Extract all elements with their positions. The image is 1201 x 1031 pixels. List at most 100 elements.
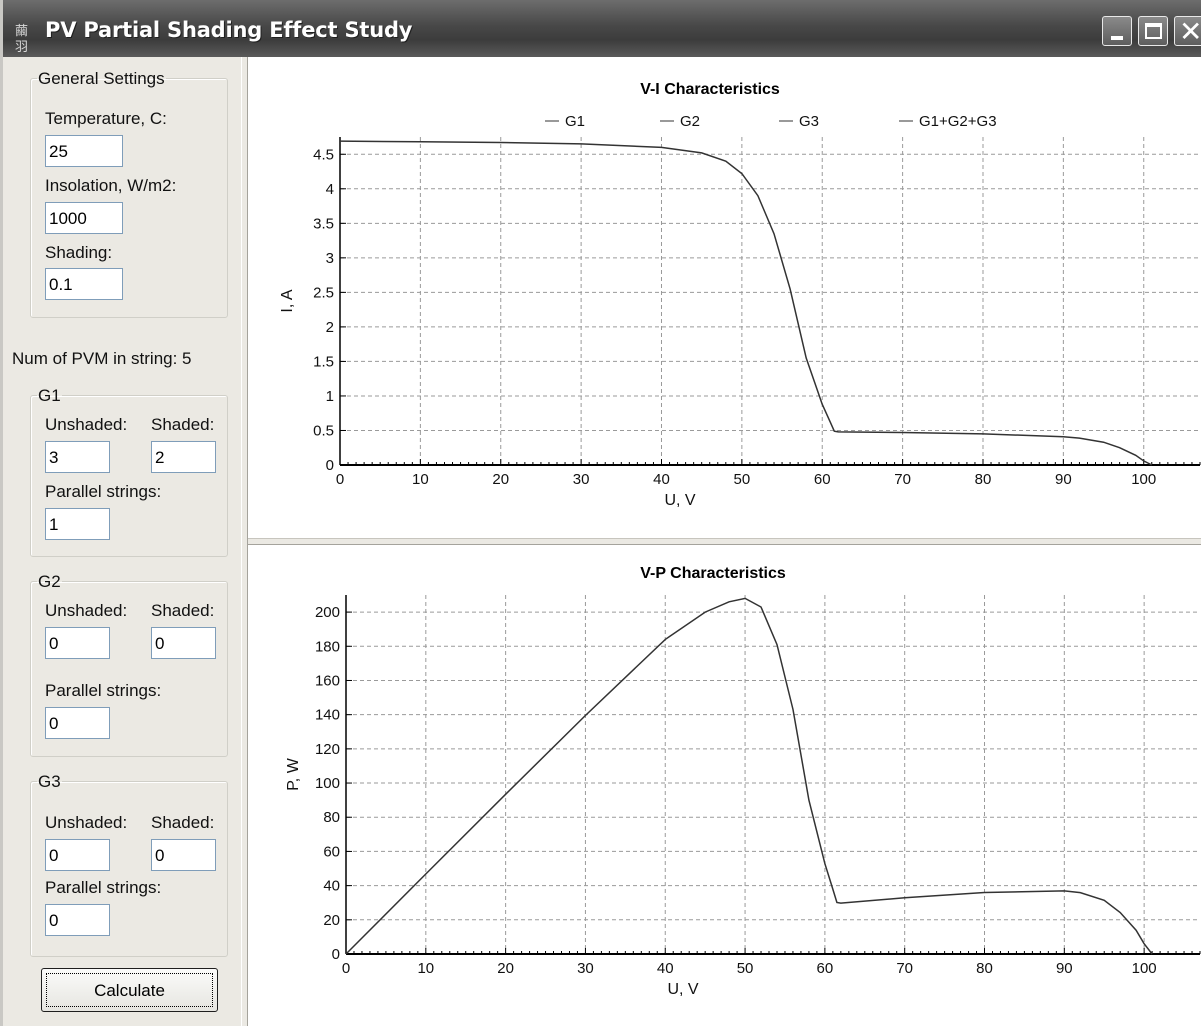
calculate-button-label: Calculate (94, 981, 165, 1000)
g1-group: G1 (30, 387, 228, 557)
g1-parallel-label: Parallel strings: (45, 482, 162, 501)
tick-label-x: 40 (653, 471, 670, 488)
g1-shaded-label: Shaded: (151, 415, 215, 434)
app-icon[interactable]: 繭羽 (15, 24, 29, 55)
tick-label-y: 0.5 (313, 422, 334, 439)
minimize-icon (1111, 36, 1123, 40)
legend-entry: G1+G2+G3 (919, 113, 997, 130)
tick-label-x: 20 (492, 471, 509, 488)
g3-shaded-input[interactable]: 0 (151, 839, 216, 871)
insolation-label: Insolation, W/m2: (45, 176, 177, 195)
tick-label-x: 0 (342, 960, 350, 977)
maximize-icon (1145, 23, 1162, 39)
series-line (339, 140, 1153, 466)
g2-parallel-input[interactable]: 0 (45, 707, 110, 739)
vi-chart-panel: V-I Characteristics G1 G2 G3 G1+G2+G3 0 10 20 30… (248, 57, 1201, 538)
temperature-input[interactable]: 25 (45, 135, 123, 167)
tick-label-y: 1 (326, 388, 334, 405)
tick-label-x: 90 (1055, 471, 1072, 488)
settings-panel: General Settings Temperature, C: 25 Inso… (6, 57, 241, 1026)
tick-label-y: 2 (326, 319, 334, 336)
g3-unshaded-input[interactable]: 0 (45, 839, 110, 871)
minimize-button[interactable] (1102, 16, 1132, 46)
g2-unshaded-label: Unshaded: (45, 601, 128, 620)
g3-legend: G3 (38, 772, 61, 791)
tick-label-x: 50 (734, 471, 751, 488)
close-icon: ✕ (1179, 15, 1201, 48)
g1-unshaded-input[interactable]: 3 (45, 441, 110, 473)
g3-parallel-input[interactable]: 0 (45, 904, 110, 936)
g2-legend: G2 (38, 572, 61, 591)
g3-group: G3 (30, 773, 228, 957)
tick-label-y: 0 (332, 946, 340, 963)
tick-label-x: 40 (657, 960, 674, 977)
tick-label-x: 100 (1131, 471, 1156, 488)
g2-shaded-label: Shaded: (151, 601, 215, 620)
horizontal-splitter[interactable] (248, 538, 1201, 545)
num-pvm-label: Num of PVM in string: 5 (12, 349, 192, 368)
tick-label-x: 60 (814, 471, 831, 488)
tick-label-x: 30 (577, 960, 594, 977)
tick-label-y: 40 (323, 878, 340, 895)
g3-parallel-label: Parallel strings: (45, 878, 162, 897)
general-settings-legend: General Settings (38, 69, 165, 88)
tick-label-x: 20 (497, 960, 514, 977)
g1-shaded-input[interactable]: 2 (151, 441, 216, 473)
tick-label-x: 30 (573, 471, 590, 488)
general-settings-group: General Settings (30, 70, 228, 318)
tick-label-y: 1.5 (313, 353, 334, 370)
tick-label-y: 140 (315, 707, 340, 724)
tick-label-y: 4 (326, 181, 334, 198)
legend-entry: G2 (680, 113, 700, 130)
tick-label-x: 100 (1132, 960, 1157, 977)
g1-unshaded-label: Unshaded: (45, 415, 128, 434)
tick-label-x: 80 (976, 960, 993, 977)
tick-label-y: 180 (315, 638, 340, 655)
close-button[interactable]: ✕ (1174, 15, 1201, 48)
tick-label-y: 120 (315, 741, 340, 758)
maximize-button[interactable] (1138, 16, 1168, 46)
g1-parallel-input[interactable]: 1 (45, 508, 110, 540)
tick-label-x: 10 (412, 471, 429, 488)
calculate-button[interactable]: Calculate (41, 968, 218, 1012)
chart-title: V-I Characteristics (640, 81, 780, 98)
g3-shaded-label: Shaded: (151, 813, 215, 832)
tick-label-y: 100 (315, 775, 340, 792)
tick-label-x: 60 (817, 960, 834, 977)
window-title: PV Partial Shading Effect Study (45, 18, 413, 42)
tick-label-y: 160 (315, 672, 340, 689)
tick-label-y: 80 (323, 809, 340, 826)
temperature-label: Temperature, C: (45, 109, 167, 128)
tick-label-x: 10 (417, 960, 434, 977)
y-axis-label: P, W (285, 757, 302, 791)
tick-label-y: 4.5 (313, 146, 334, 163)
g2-unshaded-input[interactable]: 0 (45, 627, 110, 659)
tick-label-x: 70 (894, 471, 911, 488)
tick-label-x: 70 (896, 960, 913, 977)
g2-group: G2 (30, 573, 228, 757)
x-axis-label: U, V (664, 492, 695, 509)
tick-label-x: 80 (975, 471, 992, 488)
vertical-splitter[interactable] (241, 57, 248, 1026)
shading-input[interactable]: 0.1 (45, 268, 123, 300)
series-line (345, 597, 1153, 955)
tick-label-y: 3.5 (313, 215, 334, 232)
legend-entry: G3 (799, 113, 819, 130)
tick-label-y: 60 (323, 843, 340, 860)
title-bar[interactable]: 繭羽 PV Partial Shading Effect Study ✕ (3, 0, 1201, 57)
vp-chart-panel: V-P Characteristics 0 10 20 30 40 50 60 70 80 90 10… (248, 545, 1201, 1026)
vp-chart: V-P Characteristics 0 10 20 30 40 50 60 70 80 90 10… (285, 565, 1201, 998)
y-axis-label: I, A (279, 289, 296, 312)
insolation-input[interactable]: 1000 (45, 202, 123, 234)
tick-label-y: 20 (323, 912, 340, 929)
tick-label-x: 0 (336, 471, 344, 488)
focus-rectangle (46, 973, 213, 1007)
g2-parallel-label: Parallel strings: (45, 681, 162, 700)
g1-legend: G1 (38, 386, 61, 405)
shading-label: Shading: (45, 243, 113, 262)
g3-unshaded-label: Unshaded: (45, 813, 128, 832)
g2-shaded-input[interactable]: 0 (151, 627, 216, 659)
chart-title: V-P Characteristics (640, 565, 786, 582)
